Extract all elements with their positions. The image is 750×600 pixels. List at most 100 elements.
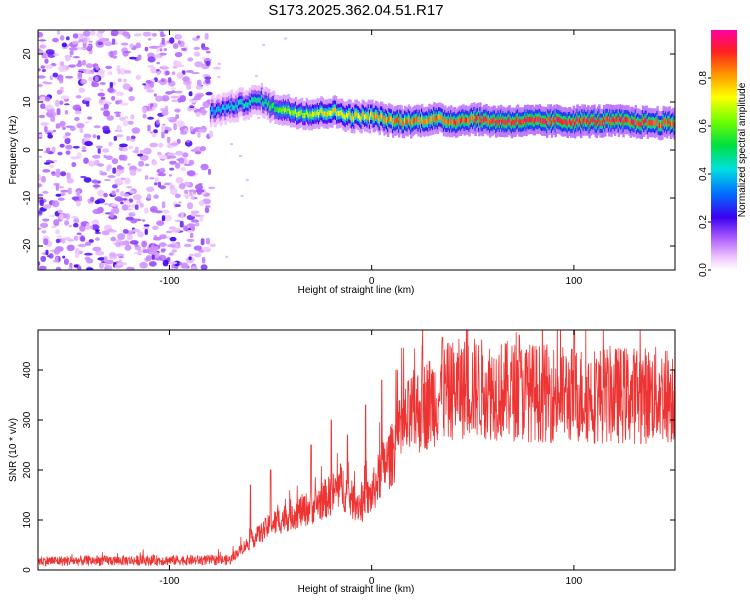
spectrogram-noise-cell <box>76 232 82 236</box>
spectrogram-noise-cell <box>158 154 168 160</box>
spectrogram-noise-cell <box>111 190 116 196</box>
spectrogram-noise-cell <box>62 126 66 130</box>
spectrogram-noise-cell <box>59 121 66 127</box>
spectrogram-noise-cell <box>71 196 81 201</box>
spectrogram-signal-cell <box>643 119 646 126</box>
spectrogram-noise-cell <box>45 104 54 110</box>
spectrogram-signal-cell <box>279 107 282 113</box>
spectrogram-noise-cell <box>188 107 197 111</box>
spectrogram-y-tick-label: 10 <box>22 96 33 108</box>
spectrogram-noise-cell <box>151 106 155 112</box>
spectrogram-noise-cell <box>53 219 60 227</box>
spectrogram-noise-cell <box>189 104 194 107</box>
spectrogram-noise-cell <box>262 43 266 46</box>
spectrogram-noise-cell <box>188 189 197 192</box>
spectrogram-noise-cell <box>122 147 128 152</box>
spectrogram-noise-cell <box>133 251 143 255</box>
spectrogram-noise-cell <box>193 51 201 57</box>
spectrogram-noise-cell <box>198 128 206 133</box>
spectrogram-noise-cell <box>99 262 104 269</box>
spectrogram-signal-cell <box>218 106 221 112</box>
spectrogram-noise-cell <box>64 110 69 115</box>
spectrogram-noise-cell <box>123 193 130 197</box>
spectrogram-noise-cell <box>205 91 213 96</box>
spectrogram-signal-cell <box>349 111 352 117</box>
spectrogram-noise-cell <box>112 167 117 174</box>
spectrogram-noise-cell <box>132 150 139 154</box>
spectrogram-noise-cell <box>94 232 102 234</box>
spectrogram-noise-cell <box>169 167 175 171</box>
spectrogram-noise-cell <box>144 175 149 180</box>
spectrogram-signal-cell <box>391 120 395 127</box>
spectrogram-noise-cell <box>52 112 56 115</box>
spectrogram-noise-cell <box>161 34 166 37</box>
spectrogram-noise-cell <box>142 106 148 114</box>
spectrogram-noise-cell <box>136 168 142 172</box>
spectrogram-noise-cell <box>105 155 113 161</box>
spectrogram-noise-cell <box>161 215 166 222</box>
spectrogram-noise-cell <box>144 163 150 167</box>
spectrogram-noise-cell <box>76 190 81 197</box>
spectrogram-signal-cell <box>309 111 312 117</box>
spectrogram-noise-cell <box>190 232 194 238</box>
spectrogram-noise-cell <box>77 60 82 64</box>
spectrogram-noise-cell <box>79 128 84 133</box>
spectrogram-noise-cell <box>159 167 166 173</box>
spectrogram-noise-cell <box>139 202 144 208</box>
spectrogram-noise-cell <box>41 175 46 183</box>
spectrogram-noise-cell <box>38 48 42 52</box>
spectrogram-signal-cell <box>661 122 664 129</box>
spectrogram-noise-cell <box>186 223 196 228</box>
spectrogram-noise-cell <box>179 220 184 228</box>
spectrogram-noise-cell <box>40 103 46 109</box>
spectrogram-noise-cell <box>171 249 178 253</box>
spectrogram-signal-cell <box>669 122 673 128</box>
spectrogram-noise-cell <box>198 200 205 207</box>
spectrogram-noise-cell <box>110 30 119 37</box>
spectrogram-noise-cell <box>38 173 42 180</box>
spectrogram-noise-cell <box>77 243 87 248</box>
spectrogram-noise-cell <box>162 259 169 267</box>
spectrogram-signal-cell <box>232 105 236 111</box>
spectrogram-noise-cell <box>107 175 116 179</box>
spectrogram-noise-cell <box>122 83 131 90</box>
spectrogram-noise-cell <box>88 76 94 82</box>
spectrogram-noise-cell <box>193 252 202 258</box>
spectrogram-noise-cell <box>80 176 87 179</box>
spectrogram-x-label: Height of straight line (km) <box>298 285 415 296</box>
spectrogram-noise-cell <box>98 69 105 74</box>
spectrogram-noise-cell <box>161 109 169 116</box>
spectrogram-noise-cell <box>59 100 64 105</box>
spectrogram-signal-cell <box>241 99 244 105</box>
spectrogram-signal-cell <box>624 116 628 123</box>
spectrogram-noise-cell <box>105 65 113 70</box>
spectrogram-noise-cell <box>49 165 55 168</box>
spectrogram-noise-cell <box>67 187 72 195</box>
spectrogram-noise-cell <box>165 70 170 76</box>
spectrogram-noise-cell <box>153 237 162 241</box>
spectrogram-noise-cell <box>124 116 129 119</box>
spectrogram-noise-cell <box>68 47 78 51</box>
spectrogram-noise-cell <box>68 224 72 228</box>
spectrogram-noise-cell <box>149 142 158 148</box>
colorbar-gradient <box>711 30 737 270</box>
spectrogram-noise-cell <box>208 186 216 190</box>
spectrogram-signal-cell <box>249 100 253 106</box>
spectrogram-signal-cell <box>515 117 518 123</box>
spectrogram-noise-cell <box>134 204 139 210</box>
spectrogram-noise-cell <box>205 50 211 54</box>
spectrogram-signal-cell <box>315 111 318 117</box>
spectrogram-noise-cell <box>114 178 123 184</box>
spectrogram-noise-cell <box>40 65 46 69</box>
spectrogram-y-tick-label: -20 <box>22 238 33 253</box>
spectrogram-noise-cell <box>68 64 77 68</box>
spectrogram-noise-cell <box>73 56 80 59</box>
spectrogram-noise-cell <box>45 159 52 163</box>
spectrogram-noise-cell <box>72 104 81 111</box>
spectrogram-noise-cell <box>97 92 105 97</box>
spectrogram-noise-cell <box>147 124 151 132</box>
spectrogram-signal-cell <box>425 118 429 124</box>
spectrogram-noise-cell <box>40 122 49 126</box>
spectrogram-noise-cell <box>118 241 126 246</box>
spectrogram-noise-cell <box>204 33 209 40</box>
